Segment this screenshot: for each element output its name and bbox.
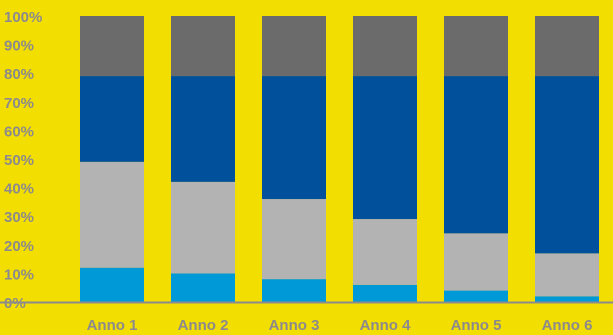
- bar-segment-6-2: [535, 253, 599, 297]
- bar-segment-6-3: [535, 76, 599, 254]
- bar-segment-5-2: [444, 233, 508, 291]
- bar-segment-1-3: [80, 76, 144, 162]
- bar-segment-1-4: [80, 16, 144, 77]
- bar-segment-6-1: [535, 296, 599, 302]
- bar-5: [444, 16, 508, 302]
- x-category-label: Anno 1: [87, 317, 138, 334]
- y-tick-label: 30%: [4, 209, 34, 226]
- bar-segment-2-1: [171, 273, 235, 302]
- x-category-label: Anno 4: [360, 317, 411, 334]
- bar-segment-6-4: [535, 16, 599, 77]
- y-tick-label: 90%: [4, 38, 34, 55]
- x-category-label: Anno 5: [451, 317, 502, 334]
- y-tick-label: 10%: [4, 266, 34, 283]
- bar-segment-5-1: [444, 290, 508, 302]
- bar-segment-5-4: [444, 16, 508, 77]
- bar-3: [262, 16, 326, 302]
- y-tick-label: 20%: [4, 238, 34, 255]
- y-tick-label: 40%: [4, 181, 34, 198]
- y-tick-label: 100%: [4, 9, 42, 26]
- x-axis-category-labels: Anno 1 Anno 2 Anno 3 Anno 4 Anno 5 Anno 6: [87, 317, 593, 334]
- bar-segment-2-3: [171, 76, 235, 182]
- bar-segment-2-2: [171, 181, 235, 274]
- x-category-label: Anno 3: [269, 317, 320, 334]
- y-tick-label: 60%: [4, 123, 34, 140]
- y-tick-label: 50%: [4, 152, 34, 169]
- bar-segment-4-3: [353, 76, 417, 220]
- bar-1: [80, 16, 144, 302]
- y-tick-label: 70%: [4, 95, 34, 112]
- bar-segment-4-2: [353, 219, 417, 285]
- bar-segment-3-3: [262, 76, 326, 200]
- bar-segment-2-4: [171, 16, 235, 77]
- bar-segment-1-2: [80, 161, 144, 268]
- bar-segment-3-1: [262, 279, 326, 302]
- bar-2: [171, 16, 235, 302]
- x-category-label: Anno 2: [178, 317, 229, 334]
- bar-segment-1-1: [80, 267, 144, 302]
- y-axis-tick-labels: 0%10%20%30%40%50%60%70%80%90%100%: [4, 9, 42, 312]
- bar-segment-4-4: [353, 16, 417, 77]
- bar-4: [353, 16, 417, 302]
- bar-segment-5-3: [444, 76, 508, 234]
- bar-segment-3-2: [262, 199, 326, 280]
- bar-6: [535, 16, 599, 302]
- bar-segment-4-1: [353, 284, 417, 302]
- bars: [80, 16, 599, 302]
- y-tick-label: 80%: [4, 66, 34, 83]
- x-category-label: Anno 6: [542, 317, 593, 334]
- bar-segment-3-4: [262, 16, 326, 77]
